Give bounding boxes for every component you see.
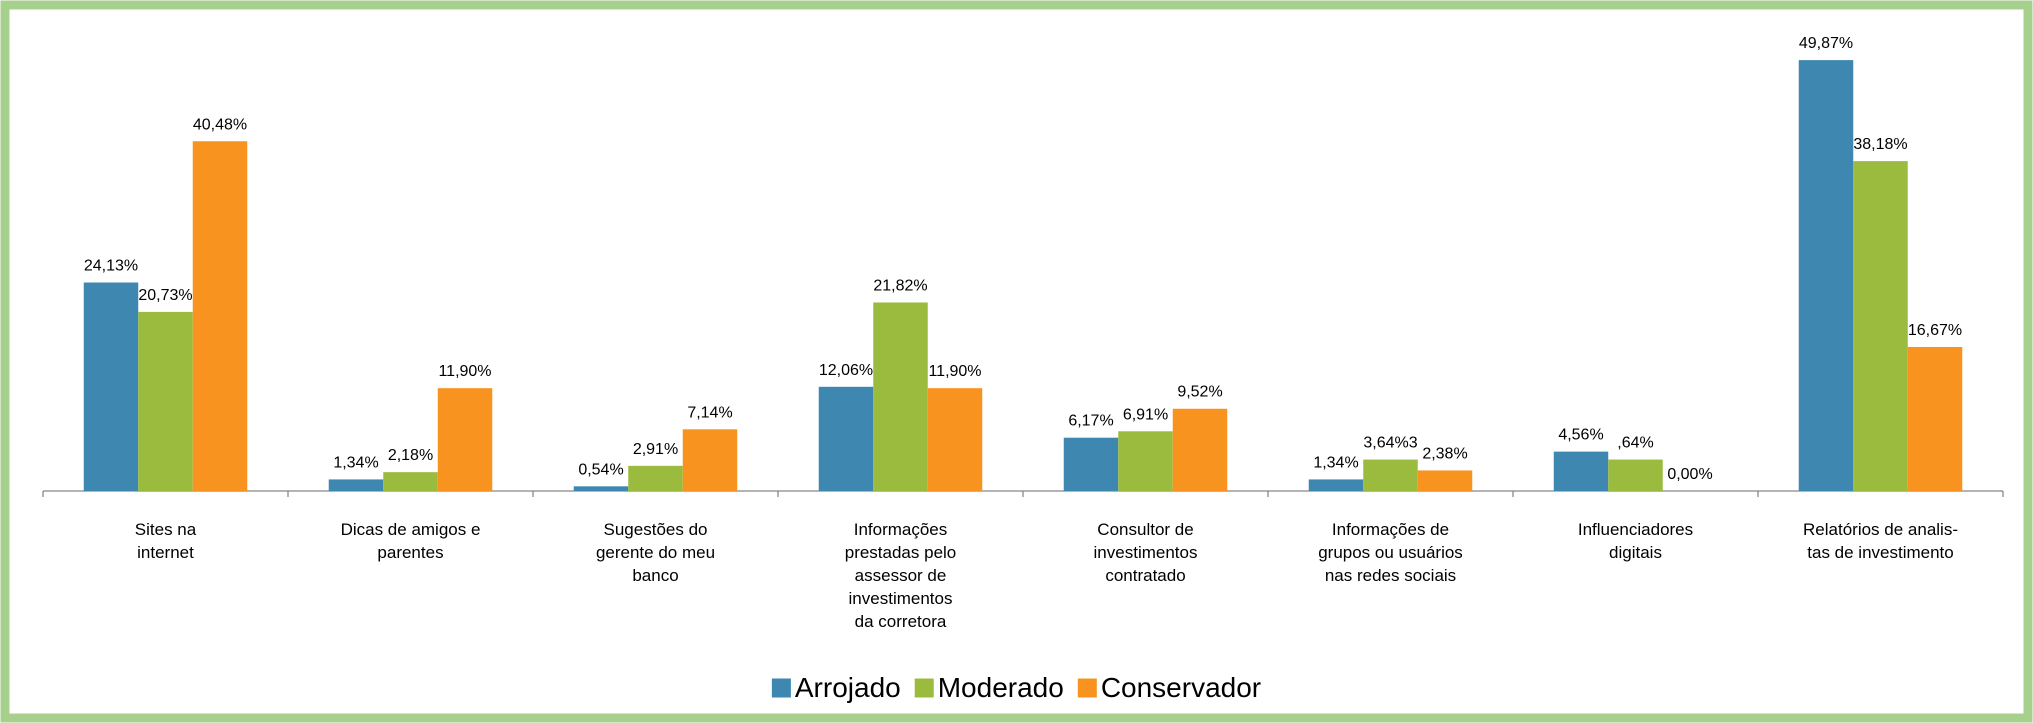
x-tick-label-line: Dicas de amigos e (341, 520, 481, 539)
data-label: 0,54% (578, 461, 623, 478)
x-tick-label: Consultor de investimentos contratado (1094, 520, 1198, 585)
x-tick-label-line: nas redes sociais (1325, 566, 1456, 585)
x-tick-label-line: contratado (1105, 566, 1185, 585)
x-tick-label-line: da corretora (855, 612, 947, 631)
data-label: 2,91% (633, 441, 678, 458)
x-tick-label-line: investimentos (849, 589, 953, 608)
x-tick-label-line: digitais (1609, 543, 1662, 562)
bar (328, 479, 384, 491)
data-label: 38,18% (1853, 136, 1907, 153)
x-tick-label: Dicas de amigos e parentes (341, 520, 481, 562)
bar (192, 141, 248, 491)
data-label: 24,13% (84, 258, 138, 275)
bar (1553, 451, 1609, 491)
x-tick-label-line: internet (137, 543, 194, 562)
data-label: ,64% (1617, 435, 1653, 452)
bar (1308, 479, 1364, 491)
x-tick-label-line: grupos ou usuários (1318, 543, 1463, 562)
data-label: 6,91% (1123, 406, 1168, 423)
bar (138, 311, 193, 491)
x-tick-label: Sites na internet (135, 520, 197, 562)
data-label: 6,17% (1068, 413, 1113, 430)
bar (1853, 161, 1908, 491)
bar (383, 472, 438, 491)
x-tick-label-line: parentes (377, 543, 443, 562)
x-tick-label-line: prestadas pelo (845, 543, 957, 562)
data-label: 1,34% (1313, 454, 1358, 471)
bar (1363, 459, 1418, 491)
bar (1907, 346, 1963, 491)
data-label: 21,82% (873, 277, 927, 294)
x-tick-label-line: Relatórios de analis- (1803, 520, 1958, 539)
data-label: 49,87% (1799, 35, 1853, 52)
x-tick-label-line: Sugestões do (604, 520, 708, 539)
legend-label: Conservador (1101, 672, 1261, 703)
bar (1118, 431, 1173, 491)
data-label: 11,90% (438, 363, 491, 380)
legend-item: Arrojado (771, 672, 901, 703)
legend-label: Moderado (938, 672, 1064, 703)
x-tick-label-line: Informações (854, 520, 948, 539)
x-tick-label: Informações de grupos ou usuários nas rede… (1318, 520, 1463, 585)
bar (628, 465, 683, 491)
data-label: 4,56% (1558, 427, 1603, 444)
data-label: 20,73% (138, 287, 192, 304)
bar (1063, 437, 1119, 491)
x-tick-label-line: investimentos (1094, 543, 1198, 562)
x-tick-label: Informações prestadas pelo assessor de inve… (845, 520, 957, 631)
data-label: 11,90% (928, 363, 981, 380)
x-tick-label: Sugestões do gerente do meu banco (596, 520, 715, 585)
x-tick-label: Relatórios de analis-tas de investimento (1803, 520, 1958, 562)
bar (682, 429, 738, 491)
legend-item: Conservador (1077, 672, 1261, 703)
data-label: 16,67% (1908, 322, 1962, 339)
legend-swatch (771, 678, 791, 698)
data-label: 12,06% (819, 362, 873, 379)
data-label: 40,48% (193, 116, 247, 133)
data-label: 3,64%3 (1363, 435, 1417, 452)
x-tick-label-line: gerente do meu (596, 543, 715, 562)
legend-label: Arrojado (795, 672, 901, 703)
x-tick-label: Influenciadores digitais (1578, 520, 1693, 562)
data-label: 0,00% (1667, 466, 1712, 483)
x-tick-label-line: banco (632, 566, 678, 585)
bar (1608, 459, 1663, 491)
bar (873, 302, 928, 491)
x-tick-label-line: Influenciadores (1578, 520, 1693, 539)
data-label: 2,18% (388, 447, 433, 464)
bar (83, 282, 139, 491)
x-tick-label-line: tas de investimento (1807, 543, 1953, 562)
x-tick-label-line: Consultor de (1097, 520, 1193, 539)
bar (1172, 408, 1228, 491)
data-label: 7,14% (687, 404, 732, 421)
legend-swatch (1077, 678, 1097, 698)
x-tick-label-line: assessor de (855, 566, 947, 585)
bar (927, 388, 983, 491)
x-tick-label-line: Informações de (1332, 520, 1449, 539)
data-label: 9,52% (1177, 384, 1222, 401)
bar (437, 388, 493, 491)
legend-item: Moderado (914, 672, 1064, 703)
data-label: 1,34% (333, 454, 378, 471)
bar (818, 386, 874, 491)
data-label: 2,38% (1422, 445, 1467, 462)
bar (1417, 470, 1473, 491)
bar (1798, 60, 1854, 491)
bar (573, 486, 629, 491)
x-tick-label-line: Sites na (135, 520, 197, 539)
legend-swatch (914, 678, 934, 698)
